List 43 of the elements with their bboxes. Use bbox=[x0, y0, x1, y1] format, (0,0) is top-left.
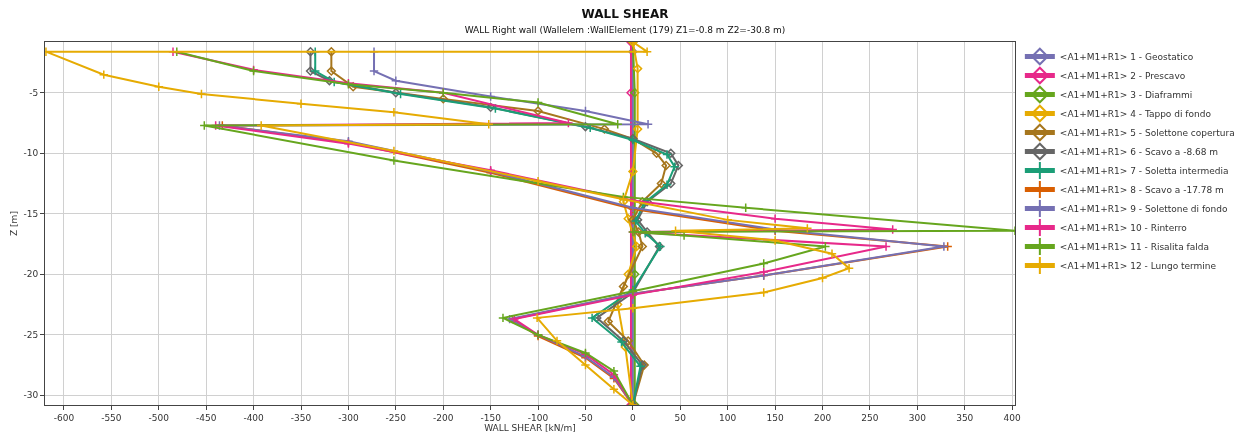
x-tick-label: -50 bbox=[578, 412, 594, 423]
x-tick-label: 100 bbox=[719, 412, 737, 423]
x-tick-label: -600 bbox=[53, 412, 75, 423]
y-axis-title: Z [m] bbox=[8, 211, 19, 236]
x-tick-label: 0 bbox=[630, 412, 637, 423]
chart-subtitle: WALL Right wall (Wallelem :WallElement (179) Z1=-0.8 m Z2=-30.8 m) bbox=[464, 25, 786, 36]
x-tick-label: -500 bbox=[148, 412, 170, 423]
y-tick-label: -15 bbox=[23, 208, 39, 219]
x-tick-label: -350 bbox=[290, 412, 312, 423]
legend-label: <A1+M1+R1> 10 - Rinterro bbox=[1059, 223, 1188, 234]
x-tick-label: 150 bbox=[766, 412, 784, 423]
legend-label: <A1+M1+R1> 11 - Risalita falda bbox=[1059, 242, 1209, 253]
x-tick-label: 50 bbox=[674, 412, 687, 423]
y-tick-label: -20 bbox=[23, 269, 39, 280]
legend-label: <A1+M1+R1> 6 - Scavo a -8.68 m bbox=[1059, 147, 1219, 158]
x-tick-label: -550 bbox=[101, 412, 122, 423]
legend-label: <A1+M1+R1> 8 - Scavo a -17.78 m bbox=[1059, 185, 1224, 196]
x-tick-label: -250 bbox=[385, 412, 407, 423]
x-tick-label: -450 bbox=[195, 412, 217, 423]
x-tick-label: 200 bbox=[813, 412, 832, 423]
y-tick-label: -10 bbox=[23, 148, 39, 159]
y-tick-label: -5 bbox=[29, 87, 39, 98]
legend-label: <A1+M1+R1> 7 - Soletta intermedia bbox=[1059, 166, 1229, 177]
x-tick-label: 400 bbox=[1003, 412, 1022, 423]
x-tick-label: -300 bbox=[338, 412, 359, 423]
x-axis-title: WALL SHEAR [kN/m] bbox=[484, 422, 576, 433]
chart-title: WALL SHEAR bbox=[581, 6, 669, 21]
x-tick-label: 350 bbox=[956, 412, 974, 423]
x-tick-label: -400 bbox=[243, 412, 265, 423]
y-tick-label: -25 bbox=[23, 329, 39, 340]
legend-label: <A1+M1+R1> 4 - Tappo di fondo bbox=[1059, 109, 1212, 120]
x-tick-label: -150 bbox=[480, 412, 502, 423]
legend-label: <A1+M1+R1> 1 - Geostatico bbox=[1059, 52, 1194, 63]
legend-label: <A1+M1+R1> 2 - Prescavo bbox=[1059, 71, 1186, 82]
legend-label: <A1+M1+R1> 9 - Solettone di fondo bbox=[1059, 204, 1229, 215]
x-tick-label: 300 bbox=[908, 412, 927, 423]
legend-label: <A1+M1+R1> 5 - Solettone copertura bbox=[1059, 128, 1235, 139]
legend-label: <A1+M1+R1> 3 - Diaframmi bbox=[1059, 90, 1193, 101]
x-tick-label: 250 bbox=[861, 412, 879, 423]
legend-label: <A1+M1+R1> 12 - Lungo termine bbox=[1059, 261, 1217, 272]
y-tick-label: -30 bbox=[23, 390, 39, 401]
x-tick-label: -200 bbox=[433, 412, 454, 423]
x-tick-label: -100 bbox=[527, 412, 549, 423]
